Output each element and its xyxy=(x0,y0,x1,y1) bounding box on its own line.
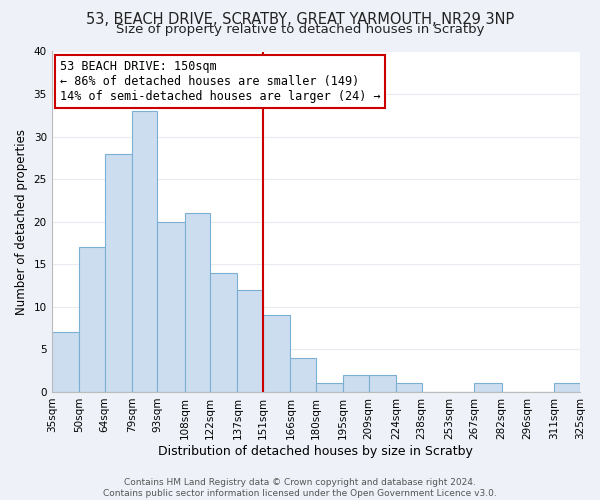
Bar xyxy=(290,358,316,392)
Bar xyxy=(263,316,290,392)
Bar xyxy=(210,273,238,392)
Y-axis label: Number of detached properties: Number of detached properties xyxy=(15,128,28,314)
Bar xyxy=(132,111,157,392)
Bar xyxy=(52,332,79,392)
Bar xyxy=(157,222,185,392)
Bar xyxy=(475,384,502,392)
Bar xyxy=(396,384,421,392)
Text: Size of property relative to detached houses in Scratby: Size of property relative to detached ho… xyxy=(116,22,484,36)
Bar xyxy=(238,290,263,392)
X-axis label: Distribution of detached houses by size in Scratby: Distribution of detached houses by size … xyxy=(158,444,473,458)
Bar xyxy=(185,213,210,392)
Bar xyxy=(343,375,368,392)
Bar xyxy=(554,384,580,392)
Text: 53, BEACH DRIVE, SCRATBY, GREAT YARMOUTH, NR29 3NP: 53, BEACH DRIVE, SCRATBY, GREAT YARMOUTH… xyxy=(86,12,514,28)
Bar xyxy=(104,154,132,392)
Bar xyxy=(79,248,104,392)
Bar xyxy=(316,384,343,392)
Text: Contains HM Land Registry data © Crown copyright and database right 2024.
Contai: Contains HM Land Registry data © Crown c… xyxy=(103,478,497,498)
Bar xyxy=(368,375,396,392)
Text: 53 BEACH DRIVE: 150sqm
← 86% of detached houses are smaller (149)
14% of semi-de: 53 BEACH DRIVE: 150sqm ← 86% of detached… xyxy=(59,60,380,103)
